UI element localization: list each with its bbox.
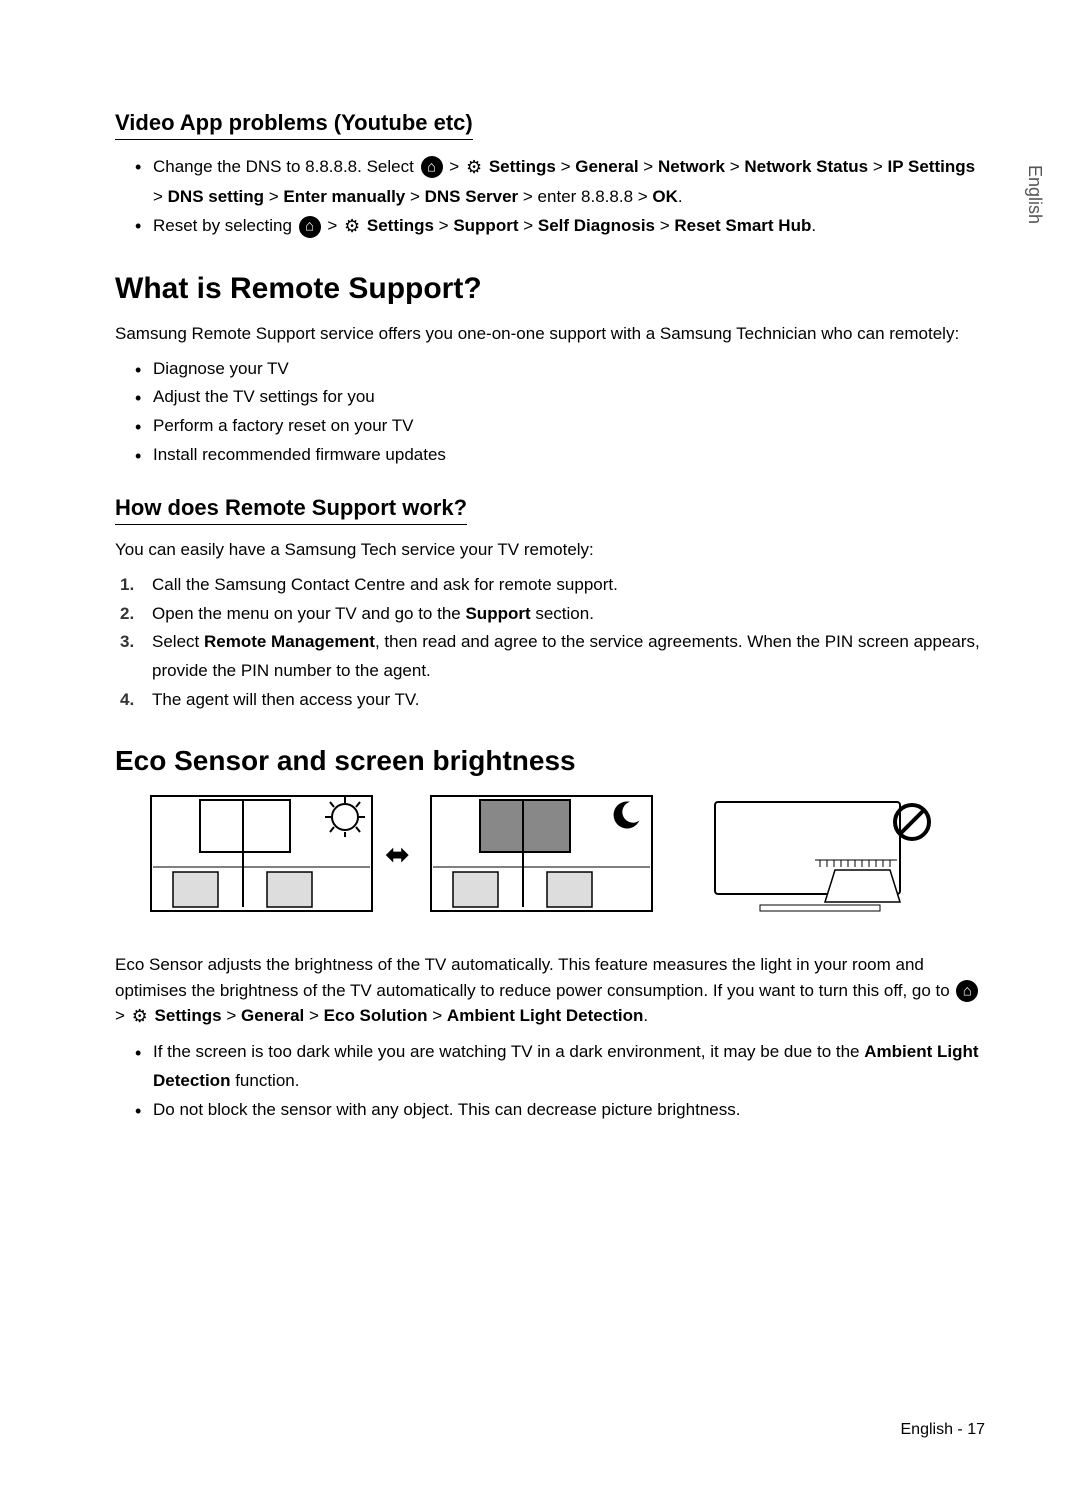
eco-sensor-bullets: If the screen is too dark while you are … bbox=[115, 1038, 985, 1125]
eco-sensor-heading: Eco Sensor and screen brightness bbox=[115, 745, 985, 777]
bullet-item: Do not block the sensor with any object.… bbox=[135, 1096, 985, 1125]
text-segment: > enter 8.8.8.8 > bbox=[518, 187, 652, 206]
step-item: Open the menu on your TV and go to the S… bbox=[120, 600, 985, 629]
nav-dns-server: DNS Server bbox=[425, 187, 519, 206]
how-works-steps: Call the Samsung Contact Centre and ask … bbox=[115, 571, 985, 715]
home-icon bbox=[956, 980, 978, 1002]
bidirectional-arrow-icon: ⬌ bbox=[385, 837, 410, 872]
nav-settings: Settings bbox=[489, 157, 556, 176]
text-segment: Eco Sensor adjusts the brightness of the… bbox=[115, 955, 954, 1000]
section-remote-support: What is Remote Support? Samsung Remote S… bbox=[115, 272, 985, 470]
gear-icon bbox=[132, 1003, 148, 1030]
how-works-intro: You can easily have a Samsung Tech servi… bbox=[115, 537, 985, 563]
nav-eco-solution: Eco Solution bbox=[324, 1006, 428, 1025]
nav-general: General bbox=[241, 1006, 304, 1025]
bullet-item: Diagnose your TV bbox=[135, 355, 985, 384]
nav-ip-settings: IP Settings bbox=[888, 157, 976, 176]
nav-support: Support bbox=[453, 216, 518, 235]
home-icon bbox=[299, 216, 321, 238]
language-side-label: English bbox=[1024, 165, 1045, 224]
nav-enter-manually: Enter manually bbox=[283, 187, 405, 206]
diagram-blocked-sensor bbox=[705, 792, 940, 917]
nav-network: Network bbox=[658, 157, 725, 176]
text-segment: If the screen is too dark while you are … bbox=[153, 1042, 864, 1061]
bullet-reset: Reset by selecting > Settings > Support … bbox=[135, 211, 985, 242]
page-footer: English - 17 bbox=[901, 1421, 986, 1439]
home-icon bbox=[421, 156, 443, 178]
step-item: The agent will then access your TV. bbox=[120, 686, 985, 715]
section-how-works: How does Remote Support work? You can ea… bbox=[115, 495, 985, 715]
text-segment: Select bbox=[152, 632, 204, 651]
bullet-item: Adjust the TV settings for you bbox=[135, 383, 985, 412]
text-segment: Change the DNS to 8.8.8.8. Select bbox=[153, 157, 419, 176]
section-video-app: Video App problems (Youtube etc) Change … bbox=[115, 110, 985, 242]
text-segment: Reset by selecting bbox=[153, 216, 297, 235]
nav-ambient-light: Ambient Light Detection bbox=[447, 1006, 643, 1025]
video-app-title: Video App problems (Youtube etc) bbox=[115, 110, 473, 140]
nav-settings: Settings bbox=[367, 216, 434, 235]
nav-dns-setting: DNS setting bbox=[168, 187, 264, 206]
text-segment: Open the menu on your TV and go to the bbox=[152, 604, 465, 623]
bullet-dns-change: Change the DNS to 8.8.8.8. Select > Sett… bbox=[135, 152, 985, 211]
remote-support-heading: What is Remote Support? bbox=[115, 272, 985, 306]
nav-self-diagnosis: Self Diagnosis bbox=[538, 216, 655, 235]
step-item: Call the Samsung Contact Centre and ask … bbox=[120, 571, 985, 600]
eco-sensor-intro: Eco Sensor adjusts the brightness of the… bbox=[115, 952, 985, 1030]
text-segment: function. bbox=[230, 1071, 299, 1090]
nav-general: General bbox=[575, 157, 638, 176]
diagram-dark-room: ⬌ bbox=[425, 792, 660, 917]
remote-support-intro: Samsung Remote Support service offers yo… bbox=[115, 321, 985, 347]
text-segment: section. bbox=[531, 604, 594, 623]
nav-ok: OK bbox=[652, 187, 678, 206]
nav-reset-smart-hub: Reset Smart Hub bbox=[674, 216, 811, 235]
eco-diagrams: ⬌ bbox=[115, 792, 985, 917]
bold-support: Support bbox=[465, 604, 530, 623]
remote-support-bullets: Diagnose your TV Adjust the TV settings … bbox=[115, 355, 985, 471]
how-works-title: How does Remote Support work? bbox=[115, 495, 467, 525]
video-app-bullets: Change the DNS to 8.8.8.8. Select > Sett… bbox=[115, 152, 985, 242]
diagram-bright-room bbox=[145, 792, 380, 917]
section-eco-sensor: Eco Sensor and screen brightness bbox=[115, 745, 985, 1125]
nav-network-status: Network Status bbox=[744, 157, 868, 176]
bullet-item: Install recommended firmware updates bbox=[135, 441, 985, 470]
bullet-item: Perform a factory reset on your TV bbox=[135, 412, 985, 441]
gear-icon bbox=[466, 152, 482, 183]
bold-remote-management: Remote Management bbox=[204, 632, 375, 651]
gear-icon bbox=[344, 211, 360, 242]
bullet-item: If the screen is too dark while you are … bbox=[135, 1038, 985, 1096]
step-item: Select Remote Management, then read and … bbox=[120, 628, 985, 686]
nav-settings: Settings bbox=[155, 1006, 222, 1025]
